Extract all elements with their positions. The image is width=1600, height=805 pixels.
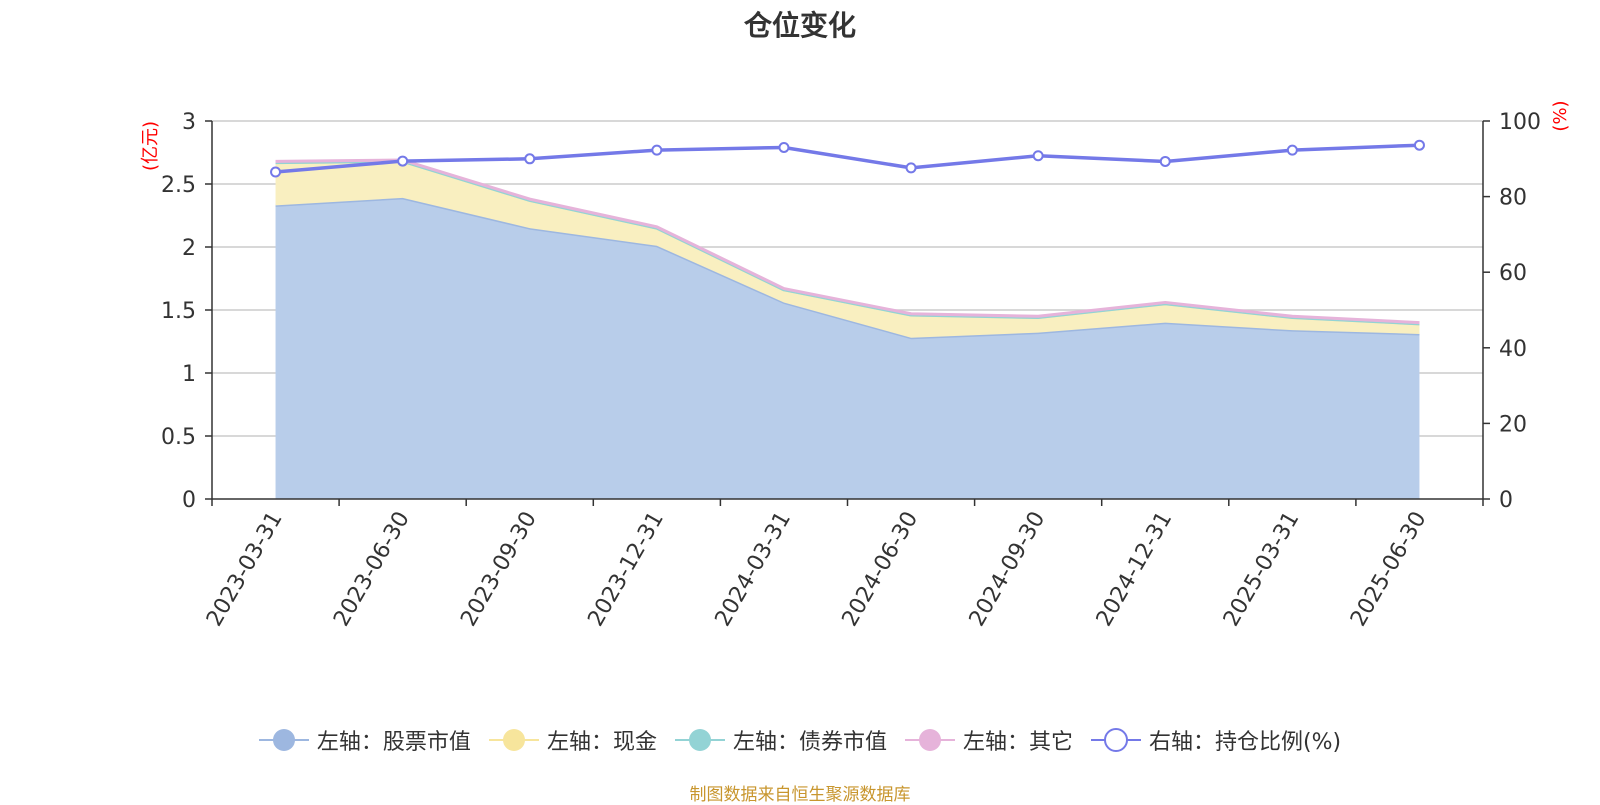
ratio-point [1159, 155, 1171, 167]
legend-label: 左轴：现金 [546, 730, 657, 755]
left-axis-tick-label: 0.5 [161, 425, 196, 450]
ratio-point [905, 162, 917, 174]
ratio-point [1286, 144, 1298, 156]
x-axis-tick-label: 2024-06-30 [838, 508, 924, 631]
right-axis-tick-label: 80 [1499, 186, 1527, 211]
ratio-point [270, 166, 282, 178]
ratio-point [1413, 139, 1425, 151]
ratio-point [778, 141, 790, 153]
legend-label: 左轴：其它 [962, 730, 1073, 755]
ratio-point [1032, 150, 1044, 162]
left-axis-unit-label: (亿元) [140, 121, 161, 171]
legend-circle-icon [258, 729, 309, 751]
right-axis-tick-label: 60 [1499, 261, 1527, 286]
right-axis-tick-label: 100 [1499, 110, 1541, 135]
x-axis-tick-label: 2023-09-30 [456, 508, 542, 631]
legend-label: 左轴：债券市值 [732, 730, 887, 755]
ratio-point [397, 155, 409, 167]
chart-title: 仓位变化 [743, 9, 856, 42]
x-axis-tick-label: 2024-03-31 [710, 508, 796, 631]
legend-circle-icon [488, 729, 539, 751]
legend-item[interactable]: 左轴：股票市值 [258, 724, 471, 756]
x-axis-tick-label: 2025-06-30 [1346, 508, 1432, 631]
left-axis-tick-label: 1 [182, 362, 196, 387]
x-axis-tick-label: 2023-06-30 [329, 508, 415, 631]
right-axis-tick-label: 20 [1499, 412, 1527, 437]
legend-label: 右轴：持仓比例(%) [1148, 730, 1342, 755]
data-source-footer: 制图数据来自恒生聚源数据库 [689, 785, 911, 805]
x-axis-tick-label: 2024-09-30 [965, 508, 1051, 631]
area-series-1 [275, 197, 1420, 500]
legend-label: 左轴：股票市值 [316, 730, 471, 755]
legend-item[interactable]: 左轴：其它 [904, 724, 1073, 756]
right-axis-unit-label: (%) [1550, 100, 1571, 131]
legend-circle-icon [904, 729, 955, 751]
plot-area: 0 0.5 1 1.5 2 2.5 3 0 20 40 60 80 100 (亿元) (%) 2023-03-… [140, 100, 1571, 631]
legend-item[interactable]: 右轴：持仓比例(%) [1090, 724, 1342, 756]
left-axis-tick-label: 2 [182, 236, 196, 261]
left-axis-tick-label: 2.5 [161, 173, 196, 198]
legend-item[interactable]: 左轴：债券市值 [674, 724, 887, 756]
x-axis-tick-label: 2024-12-31 [1092, 508, 1178, 631]
legend-circle-icon [674, 729, 725, 751]
x-axis-tick-label: 2023-03-31 [202, 508, 288, 631]
left-axis-tick-label: 1.5 [161, 299, 196, 324]
legend-item[interactable]: 左轴：现金 [488, 724, 657, 756]
x-axis-tick-label: 2025-03-31 [1219, 508, 1305, 631]
left-axis-tick-label: 0 [182, 488, 196, 513]
ratio-line [275, 143, 1420, 174]
x-axis-tick-label: 2023-12-31 [583, 508, 669, 631]
legend-hollow-circle-icon [1090, 728, 1141, 752]
ratio-point [524, 153, 536, 165]
area-series-line-4 [275, 158, 1420, 325]
left-axis-tick-label: 3 [182, 110, 196, 135]
ratio-point [651, 144, 663, 156]
legend: 左轴：股票市值 左轴：现金 左轴：债券市值 左轴：其它 右轴：持仓比例(%) [0, 722, 1600, 758]
right-axis-tick-label: 40 [1499, 337, 1527, 362]
right-axis-tick-label: 0 [1499, 488, 1513, 513]
